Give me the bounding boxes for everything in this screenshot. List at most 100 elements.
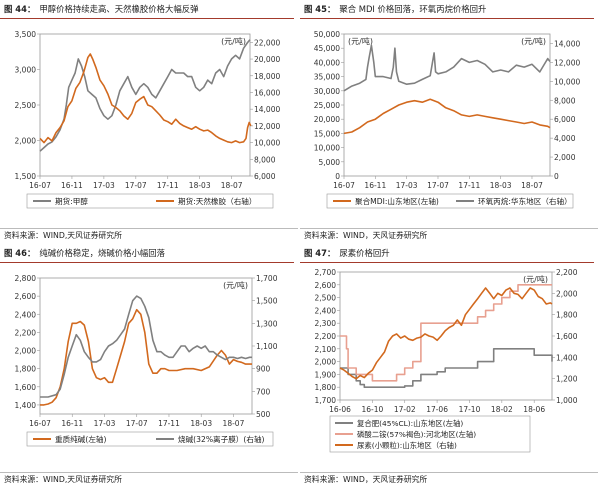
right-tick-label: 900 <box>256 365 271 374</box>
x-tick-label: 17-03 <box>94 419 116 428</box>
right-tick-label: 22,000 <box>254 38 280 47</box>
x-tick-label: 18-02 <box>491 405 513 414</box>
x-tick-label: 18-07 <box>223 419 245 428</box>
right-tick-label: 500 <box>256 410 271 419</box>
figure-caption: 图 46： 纯碱价格稳定，烧碱价格小幅回落 <box>0 244 294 263</box>
left-tick-label: 2,500 <box>15 101 37 110</box>
figure-title: 尿素价格回升 <box>339 248 390 258</box>
x-tick-label: 16-07 <box>333 181 355 190</box>
x-tick-label: 18-03 <box>190 419 212 428</box>
x-tick-label: 17-02 <box>394 405 416 414</box>
x-tick-label: 18-06 <box>523 405 545 414</box>
x-tick-label: 18-07 <box>221 181 243 190</box>
right-tick-label: 8,000 <box>254 155 276 164</box>
series-line-1 <box>343 98 551 135</box>
legend-label: 重质纯碱(左轴) <box>55 434 107 444</box>
figure-number: 图 46： <box>4 248 36 258</box>
figure-caption: 图 45： 聚合 MDI 价格回落，环氧丙烷价格回升 <box>300 0 594 19</box>
legend-label: 烧碱(32%离子膜）(右轴) <box>178 434 265 444</box>
x-tick-label: 16-06 <box>329 405 351 414</box>
left-tick-label: 2,300 <box>315 319 337 328</box>
x-tick-label: 16-07 <box>29 181 51 190</box>
left-tick-label: 40,000 <box>314 58 340 67</box>
figure-caption: 图 47： 尿素价格回升 <box>300 244 594 263</box>
right-tick-label: 1,600 <box>556 332 578 341</box>
right-tick-label: 12,000 <box>554 58 580 67</box>
right-tick-label: 700 <box>256 387 271 396</box>
left-tick-label: 1,500 <box>15 172 37 181</box>
series-line-1 <box>39 39 251 152</box>
right-tick-label: 18,000 <box>254 72 280 81</box>
left-tick-label: 1,800 <box>315 383 337 392</box>
left-tick-label: 2,700 <box>315 268 337 277</box>
source-note: 资料来源：WIND,天风证券研究所 <box>0 228 298 243</box>
x-tick-label: 16-07 <box>29 419 51 428</box>
right-tick-label: 1,000 <box>556 396 578 405</box>
left-tick-label: 2,200 <box>315 332 337 341</box>
series-line-2 <box>39 53 252 144</box>
left-tick-label: 2,600 <box>15 292 37 301</box>
right-tick-label: 6,000 <box>254 172 276 181</box>
x-tick-label: 17-11 <box>458 181 480 190</box>
left-tick-label: 2,500 <box>315 294 337 303</box>
figure-number: 图 45： <box>304 4 336 14</box>
x-tick-label: 17-07 <box>126 419 148 428</box>
left-tick-label: 50,000 <box>314 30 340 39</box>
right-tick-label: 1,300 <box>256 319 278 328</box>
series-line-1 <box>40 308 252 406</box>
x-tick-label: 18-03 <box>490 181 512 190</box>
left-tick-label: 2,100 <box>315 345 337 354</box>
right-tick-label: 1,700 <box>256 274 278 283</box>
left-tick-label: 3,000 <box>15 66 37 75</box>
right-tick-label: 4,000 <box>554 134 576 143</box>
right-tick-label: 16,000 <box>254 88 280 97</box>
x-tick-label: 16-10 <box>361 405 383 414</box>
chart-panel-44: 图 44： 甲醇价格持续走高、天然橡胶价格大幅反弹 (元/吨) 1,500 2,000… <box>0 0 300 244</box>
series-line-2 <box>340 283 552 382</box>
left-axis-unit: (元/吨) <box>348 36 373 46</box>
x-tick-label: 18-07 <box>521 181 543 190</box>
left-tick-label: 45,000 <box>314 44 340 53</box>
x-tick-label: 17-10 <box>459 405 481 414</box>
series-line-2 <box>343 44 551 92</box>
source-note: 资料来源：WIND，天风证券研究所 <box>300 472 598 487</box>
x-tick-label: 17-03 <box>396 181 418 190</box>
x-tick-label: 18-03 <box>189 181 211 190</box>
left-tick-label: 1,700 <box>315 396 337 405</box>
left-tick-label: 2,000 <box>15 137 37 146</box>
right-tick-label: 1,500 <box>256 297 278 306</box>
left-tick-label: 2,600 <box>315 281 337 290</box>
right-axis-unit: (元/吨) <box>221 36 246 46</box>
figure-number: 图 44： <box>4 4 36 14</box>
left-tick-label: 1,400 <box>15 401 37 410</box>
legend-label: 聚合MDI:山东地区(左轴) <box>355 196 439 206</box>
right-tick-label: 2,000 <box>556 289 578 298</box>
right-tick-label: 6,000 <box>554 115 576 124</box>
plot-frame <box>343 33 551 177</box>
legend-box <box>329 415 531 453</box>
left-tick-label: 2,400 <box>15 310 37 319</box>
right-tick-label: 14,000 <box>254 105 280 114</box>
series-line-1 <box>340 348 553 388</box>
x-tick-label: 17-11 <box>158 419 180 428</box>
right-tick-label: 1,800 <box>556 311 578 320</box>
chart-urea-fertilizer: (元/吨) 1,700 1,800 1,900 2,000 2,100 2,200 2,300… <box>315 268 578 453</box>
right-axis-unit: (元/吨) <box>521 36 546 46</box>
right-tick-label: 10,000 <box>554 77 580 86</box>
legend-box <box>326 193 574 209</box>
legend-label: 期货:天然橡胶（右轴） <box>178 196 257 206</box>
left-tick-label: 2,000 <box>15 347 37 356</box>
legend-label: 尿素(小颗粒):山东地区（右轴) <box>357 441 457 450</box>
series-line-2 <box>40 295 252 398</box>
legend-label: 复合肥(45%CL):山东地区(左轴) <box>357 419 463 428</box>
figure-title: 纯碱价格稳定，烧碱价格小幅回落 <box>39 248 165 258</box>
left-tick-label: 1,600 <box>15 383 37 392</box>
x-tick-label: 16-11 <box>364 181 386 190</box>
left-tick-label: 2,200 <box>15 328 37 337</box>
legend-label: 磷酸二铵(57%褐色):河北地区(左轴) <box>357 430 476 439</box>
legend-box <box>26 193 274 209</box>
right-tick-label: 0 <box>554 172 559 181</box>
series-line-3 <box>339 287 553 380</box>
x-tick-label: 16-11 <box>61 181 83 190</box>
left-tick-label: 2,800 <box>15 274 37 283</box>
